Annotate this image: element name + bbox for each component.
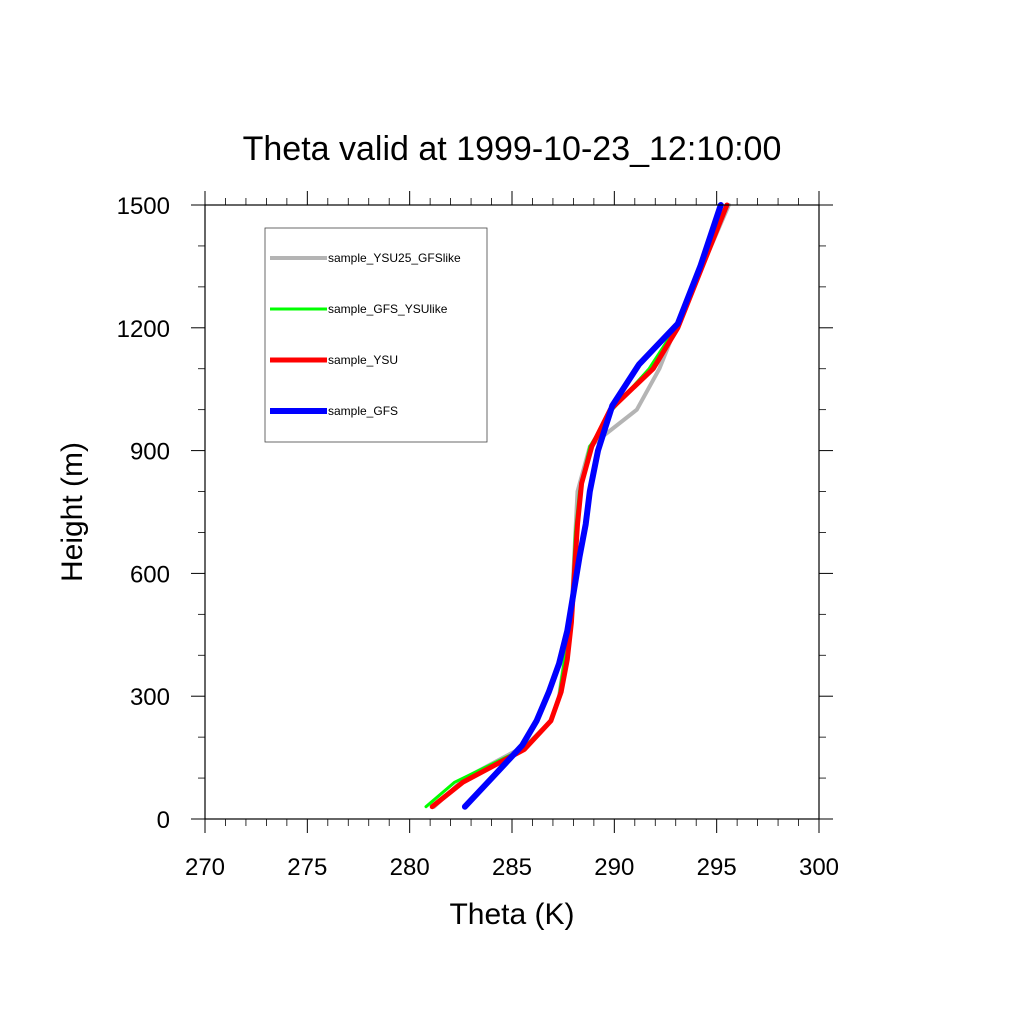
x-tick-label: 300 bbox=[799, 854, 839, 881]
plot-area bbox=[424, 202, 731, 810]
x-tick-label: 280 bbox=[390, 854, 430, 881]
y-tick-label: 0 bbox=[157, 807, 170, 834]
x-tick-label: 285 bbox=[492, 854, 532, 881]
x-tick-label: 270 bbox=[185, 854, 225, 881]
legend-label: sample_GFS_YSUlike bbox=[328, 302, 448, 316]
y-axis-label: Height (m) bbox=[56, 442, 89, 582]
series-line-sample_YSU bbox=[429, 202, 730, 810]
x-tick-label: 275 bbox=[287, 854, 327, 881]
series-line-sample_GFS bbox=[461, 202, 724, 810]
y-tick-label: 600 bbox=[130, 561, 170, 588]
y-tick-label: 1500 bbox=[117, 193, 170, 220]
y-tick-label: 900 bbox=[130, 439, 170, 466]
legend: sample_YSU25_GFSlike sample_GFS_YSUlikesa… bbox=[264, 227, 488, 443]
x-tick-label: 290 bbox=[594, 854, 634, 881]
chart-title: Theta valid at 1999-10-23_12:10:00 bbox=[243, 130, 782, 168]
y-tick-label: 1200 bbox=[117, 316, 170, 343]
legend-box bbox=[264, 227, 488, 443]
legend-label: sample_YSU25_GFSlike bbox=[328, 251, 461, 265]
legend-label: sample_YSU bbox=[328, 353, 398, 367]
x-tick-label: 295 bbox=[697, 854, 737, 881]
y-tick-label: 300 bbox=[130, 684, 170, 711]
legend-label: sample_GFS bbox=[328, 404, 398, 418]
x-axis-label: Theta (K) bbox=[449, 898, 574, 931]
axis-ticks: 270 275 280 285 290 295 300 0 300 600 900 1200 1500 bbox=[117, 191, 839, 881]
